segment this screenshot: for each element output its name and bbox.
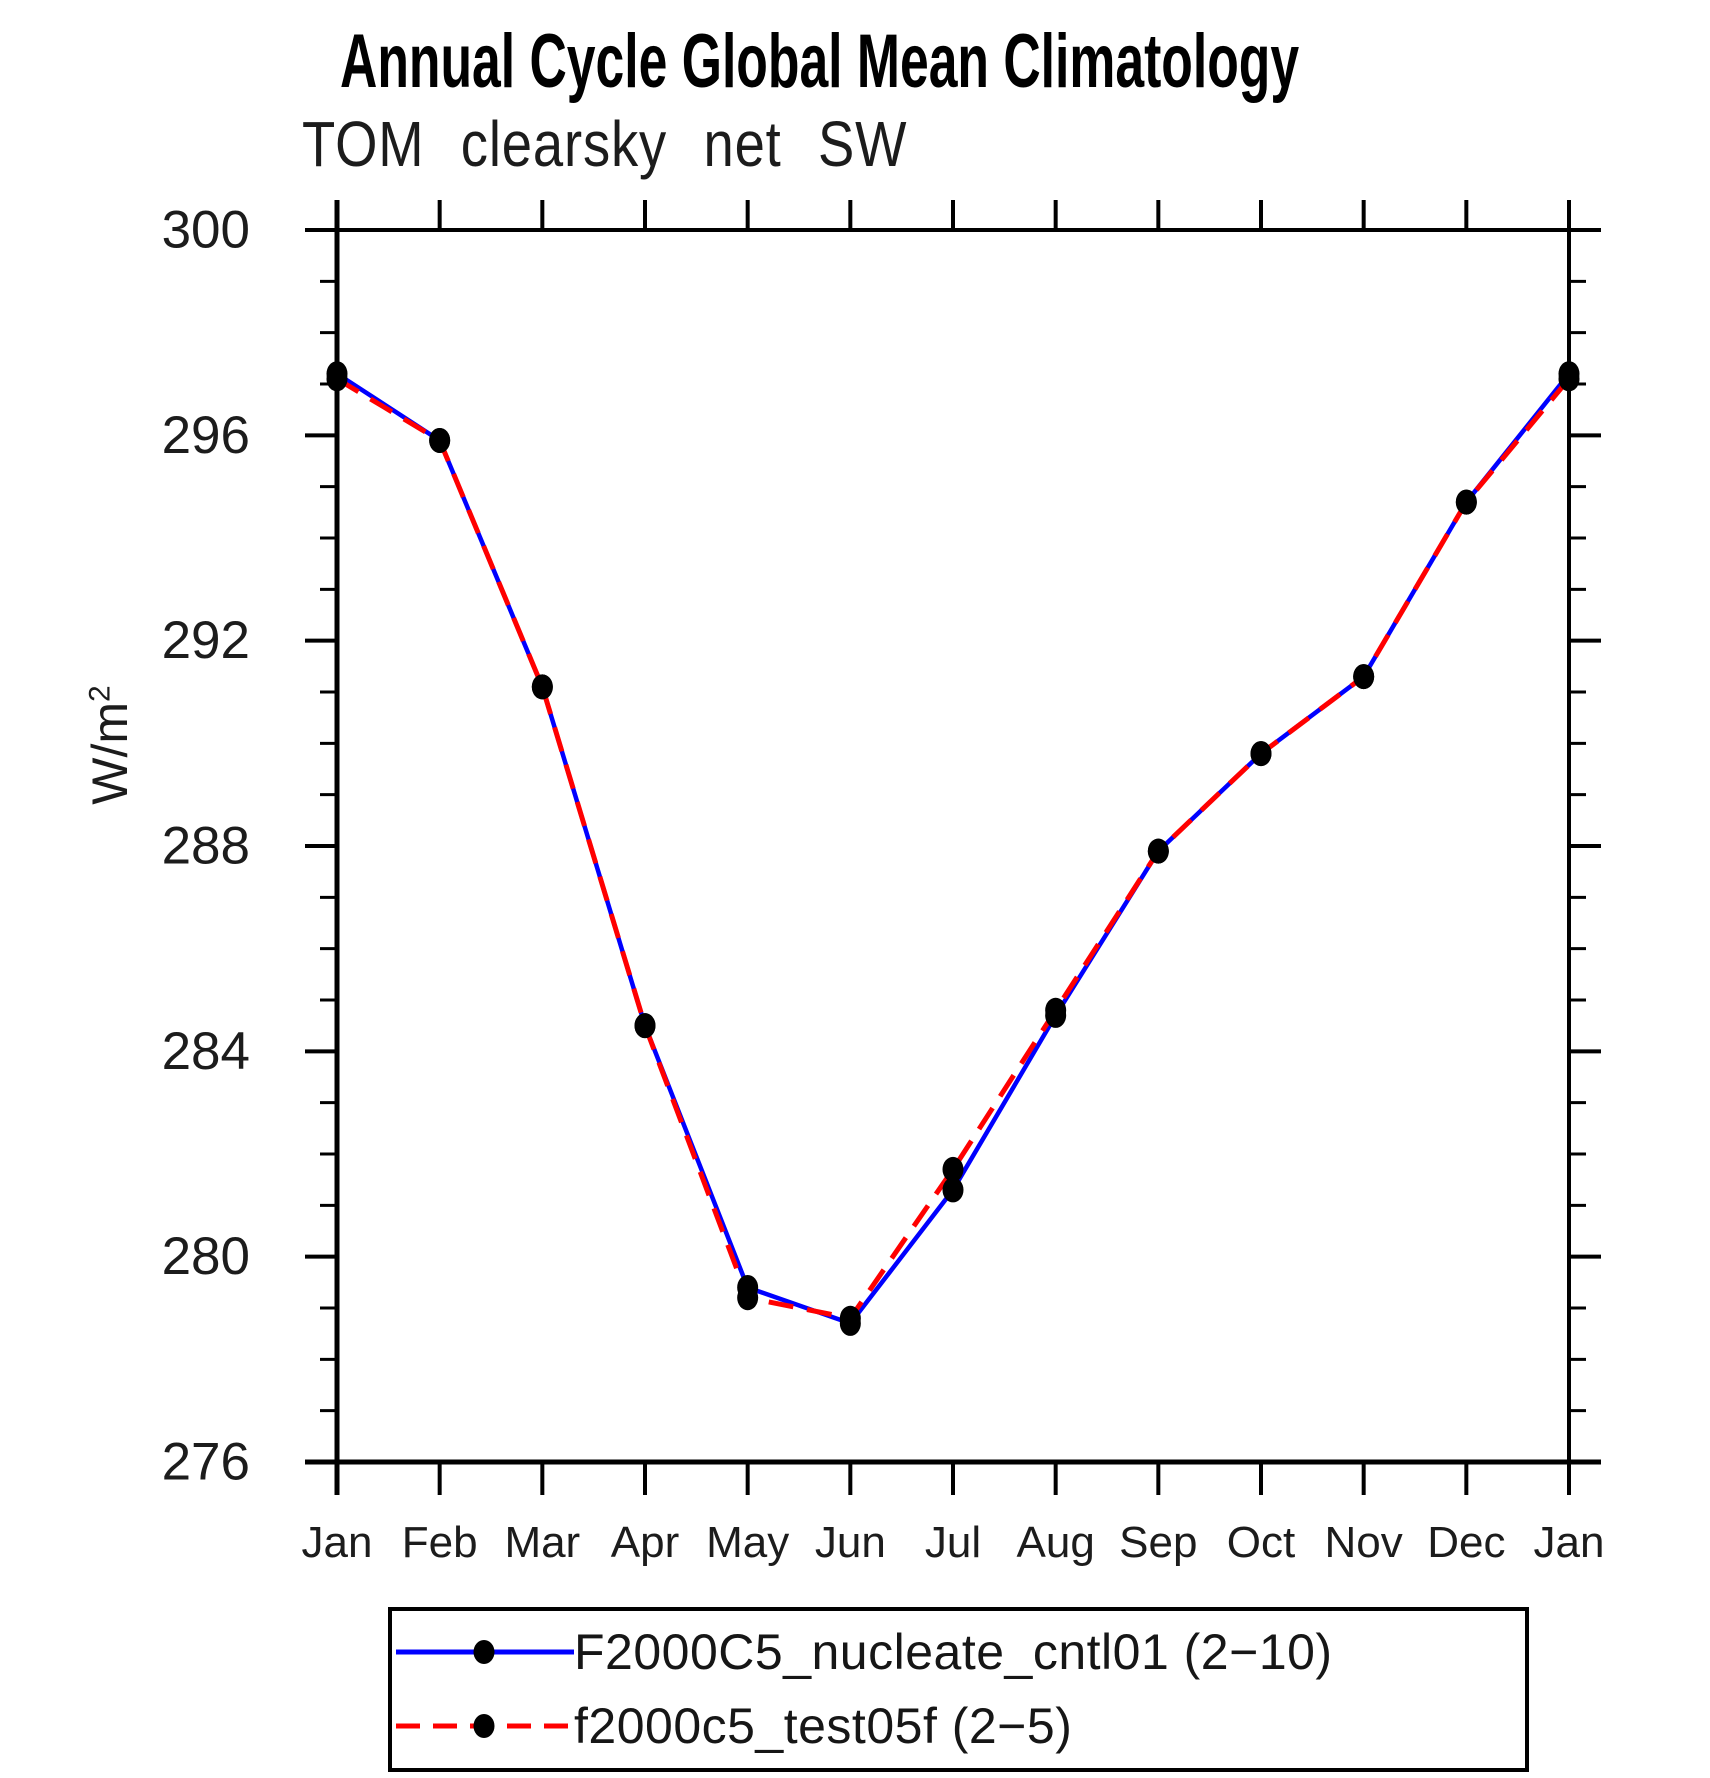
y-tick-label: 288 xyxy=(162,817,250,876)
data-point-marker xyxy=(531,674,553,700)
data-point-marker xyxy=(634,1013,656,1039)
y-axis-label: W/m2 xyxy=(82,685,138,805)
y-tick-label: 300 xyxy=(162,201,250,260)
y-axis-label-base: W/m xyxy=(82,701,138,805)
chart-subtitle: TOM clearsky net SW xyxy=(302,108,908,180)
data-point-marker xyxy=(1250,741,1272,767)
legend-label-test: f2000c5_test05f (2−5) xyxy=(574,1698,1073,1754)
y-tick-label: 280 xyxy=(162,1227,250,1286)
y-tick-label: 296 xyxy=(162,406,250,465)
data-point-marker xyxy=(429,427,451,453)
x-tick-label: Jan xyxy=(1534,1518,1605,1567)
legend-marker-0 xyxy=(473,1640,495,1664)
legend-entry-control: F2000C5_nucleate_cntl01 (2−10) xyxy=(396,1626,1333,1678)
data-point-marker xyxy=(1045,997,1067,1023)
axis-frame xyxy=(305,200,1601,1495)
x-tick-label: Nov xyxy=(1325,1518,1403,1567)
data-point-marker xyxy=(1558,366,1580,392)
legend-swatch-solid-line xyxy=(396,1640,574,1664)
series-markers-1 xyxy=(326,366,1580,1331)
legend-marker-1 xyxy=(473,1714,495,1738)
x-tick-label: Feb xyxy=(402,1518,478,1567)
data-point-marker xyxy=(326,366,348,392)
legend-swatch-dashed-line xyxy=(396,1714,574,1738)
ticks xyxy=(305,200,1601,1495)
data-point-marker xyxy=(1147,838,1169,864)
y-axis-label-exponent: 2 xyxy=(83,685,117,702)
data-point-marker xyxy=(942,1156,964,1182)
data-point-marker xyxy=(1353,664,1375,690)
y-tick-label: 284 xyxy=(162,1022,250,1081)
x-tick-label: Jan xyxy=(302,1518,373,1567)
x-tick-label: Dec xyxy=(1427,1518,1505,1567)
legend-label-control: F2000C5_nucleate_cntl01 (2−10) xyxy=(574,1624,1333,1680)
chart-title: Annual Cycle Global Mean Climatology xyxy=(340,19,1300,104)
x-tick-label: Sep xyxy=(1119,1518,1197,1567)
x-tick-label: Oct xyxy=(1227,1518,1295,1567)
x-tick-label: May xyxy=(706,1518,789,1567)
x-tick-label: Aug xyxy=(1017,1518,1095,1567)
y-tick-label: 276 xyxy=(162,1433,250,1492)
x-tick-label: Jul xyxy=(925,1518,981,1567)
tick-labels: 300 296 292 288 284 280 276 Jan Feb Mar Apr May Jun J… xyxy=(162,201,1605,1568)
legend-entry-test: f2000c5_test05f (2−5) xyxy=(396,1700,1072,1752)
x-tick-label: Jun xyxy=(815,1518,886,1567)
data-point-marker xyxy=(1455,489,1477,515)
y-tick-label: 292 xyxy=(162,611,250,670)
data-point-marker xyxy=(737,1285,759,1311)
series-markers-0 xyxy=(326,361,1580,1336)
data-point-marker xyxy=(839,1305,861,1331)
legend-box: F2000C5_nucleate_cntl01 (2−10) f2000c5_t… xyxy=(388,1607,1529,1772)
x-tick-label: Apr xyxy=(611,1518,679,1567)
data-point-marker xyxy=(942,1177,964,1203)
x-tick-label: Mar xyxy=(504,1518,580,1567)
